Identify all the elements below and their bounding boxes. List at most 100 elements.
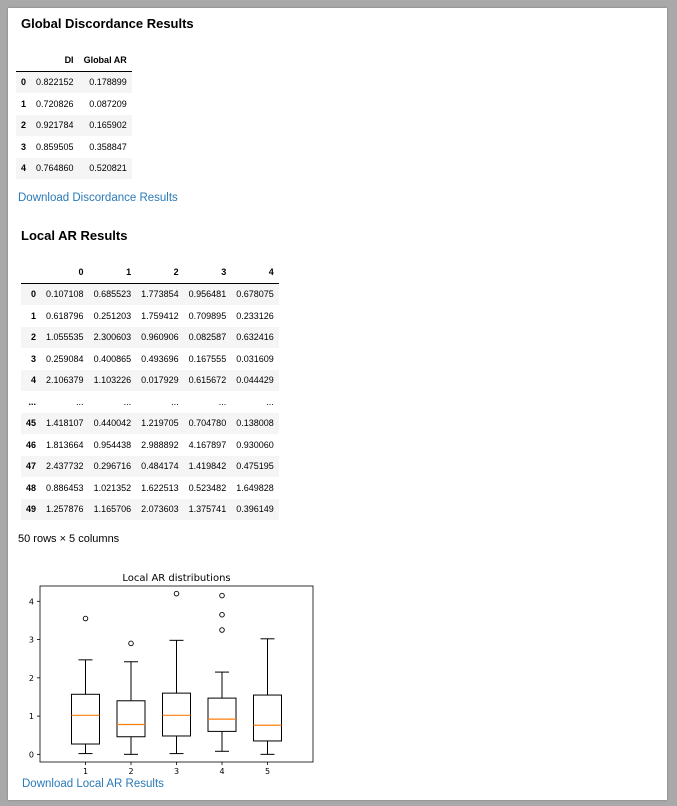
table-row: 3 0.259084 0.400865 0.493696 0.167555 0.03160… [21, 348, 279, 370]
table-cell: 0.358847 [89, 141, 127, 152]
row-index: 1 [31, 310, 37, 321]
local-col-header: 1 [88, 261, 137, 284]
table-cell: 1.165706 [93, 504, 132, 515]
y-tick-label: 0 [29, 750, 34, 759]
table-cell: 0.886453 [46, 482, 84, 493]
outlier-point [219, 592, 225, 599]
table-cell: 0.017929 [141, 375, 179, 386]
table-cell: 0.822152 [36, 77, 74, 88]
x-tick-label: 2 [128, 767, 133, 776]
table-cell: 0.087209 [89, 98, 127, 109]
chart-title: Local AR distributions [122, 573, 230, 584]
table-cell: 1.622513 [141, 482, 179, 493]
table-row: 1 0.618796 0.251203 1.759412 0.709895 0.23312… [21, 305, 279, 327]
table-cell: 0.954438 [93, 439, 132, 450]
table-cell: 0.031609 [236, 353, 274, 364]
table-cell: 1.759412 [141, 310, 179, 321]
row-index: 3 [31, 353, 37, 364]
table-cell: 0.044429 [236, 375, 274, 386]
table-cell: ... [76, 396, 84, 407]
y-tick-label: 3 [29, 636, 34, 645]
table-cell: 0.921784 [36, 120, 74, 131]
table-cell: 0.859505 [36, 141, 74, 152]
table-cell: 0.178899 [89, 77, 127, 88]
outlier-point [219, 611, 225, 618]
table-cell: 2.106379 [46, 375, 84, 386]
table-cell: 0.685523 [93, 289, 132, 300]
row-index: 47 [26, 461, 37, 472]
table-cell: ... [171, 396, 179, 407]
table-cell: 0.720826 [36, 98, 74, 109]
table-cell: 0.484174 [141, 461, 179, 472]
table-cell: 0.956481 [188, 289, 227, 300]
row-index: 1 [21, 98, 27, 109]
table-cell: ... [266, 396, 274, 407]
row-index: 0 [31, 289, 37, 300]
global-col-header [16, 49, 32, 72]
row-index: 0 [21, 77, 27, 88]
box [71, 693, 100, 745]
download-local-ar-link[interactable]: Download Local AR Results [22, 778, 164, 790]
row-index: ... [28, 396, 37, 407]
table-header-row: DI Global AR [16, 49, 132, 72]
notebook-output: Global Discordance Results DI Global AR 0… [8, 8, 667, 800]
table-cell: 0.709895 [188, 310, 227, 321]
table-cell: ... [123, 396, 132, 407]
table-row: 2 1.055535 2.300603 0.960906 0.082587 0.63241… [21, 326, 279, 348]
table-cell: 0.138008 [236, 418, 274, 429]
local-col-header: 4 [231, 261, 279, 284]
download-discordance-link[interactable]: Download Discordance Results [18, 192, 178, 204]
row-index: 46 [26, 439, 37, 450]
box [162, 692, 191, 737]
local-col-header [21, 261, 42, 284]
outlier-point [128, 640, 134, 647]
table-cell: 0.632416 [236, 332, 274, 343]
table-cell: 1.257876 [46, 504, 84, 515]
table-row: 3 0.859505 0.358847 [16, 136, 132, 158]
table-row: 4 2.106379 1.103226 0.017929 0.615672 0.04442… [21, 369, 279, 391]
table-row: 0 0.822152 0.178899 [16, 71, 132, 93]
global-results-table: DI Global AR 0 0.822152 0.178899 1 0.720826 0.… [16, 49, 132, 179]
table-cell: 0.493696 [141, 353, 179, 364]
table-cell: 0.960906 [141, 332, 179, 343]
table-cell: 1.219705 [141, 418, 179, 429]
outlier-point [173, 590, 180, 597]
x-tick-label: 3 [174, 767, 179, 776]
table-cell: 2.437732 [46, 461, 84, 472]
table-cell: 0.440042 [93, 418, 132, 429]
table-cell: 1.813664 [46, 439, 84, 450]
table-cell: 2.073603 [141, 504, 179, 515]
table-cell: 0.233126 [236, 310, 274, 321]
global-col-header: Global AR [78, 49, 132, 72]
outlier-point [219, 627, 225, 633]
table-row: 45 1.418107 0.440042 1.219705 0.704780 0.1380… [21, 412, 279, 434]
table-row: 0 0.107108 0.685523 1.773854 0.956481 0.67807… [21, 283, 279, 305]
row-index: 48 [26, 482, 37, 493]
box [207, 697, 237, 732]
local-col-header: 2 [136, 261, 184, 284]
table-row: .................. [21, 391, 279, 413]
row-index: 2 [21, 120, 27, 131]
table-cell: 0.520821 [89, 163, 127, 174]
row-index: 49 [26, 504, 37, 515]
table-cell: 2.988892 [141, 439, 179, 450]
global-col-header: DI [31, 49, 79, 72]
local-col-header: 3 [183, 261, 232, 284]
table-cell: 0.615672 [188, 375, 227, 386]
table-cell: 0.930060 [236, 439, 274, 450]
row-index: 2 [31, 332, 37, 343]
table-cell: 0.618796 [46, 310, 84, 321]
shape-note: 50 rows × 5 columns [18, 533, 120, 545]
table-cell: 2.300603 [93, 332, 132, 343]
box [116, 700, 146, 738]
y-tick-label: 4 [29, 597, 34, 606]
table-cell: 1.055535 [46, 332, 84, 343]
table-cell: 0.082587 [188, 332, 227, 343]
box [253, 694, 282, 742]
table-cell: 0.400865 [93, 353, 132, 364]
table-cell: 1.418107 [46, 418, 84, 429]
row-index: 3 [21, 141, 27, 152]
table-cell: 0.165902 [89, 120, 127, 131]
